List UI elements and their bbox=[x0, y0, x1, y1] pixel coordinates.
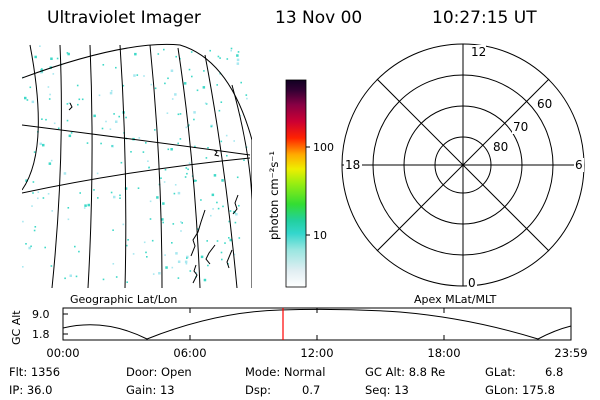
sequence-number: Seq: 13 bbox=[365, 383, 409, 397]
lat-label-70: 70 bbox=[513, 120, 528, 134]
colorbar-tick-10: 10 bbox=[313, 229, 327, 242]
dsp-label: Dsp: bbox=[245, 383, 272, 397]
x-tick-label: 06:00 bbox=[173, 346, 206, 360]
earth-limb bbox=[22, 43, 252, 288]
altitude-curve bbox=[62, 308, 572, 340]
altitude-axis-label: GC Alt bbox=[10, 310, 23, 345]
coastline bbox=[68, 102, 73, 111]
colorbar-gradient bbox=[285, 79, 307, 288]
meridian-line bbox=[22, 44, 39, 191]
polar-diagonal bbox=[376, 78, 550, 252]
gain-value: Gain: 13 bbox=[126, 383, 175, 397]
geographic-grid bbox=[22, 43, 252, 288]
lat-label-60: 60 bbox=[537, 97, 552, 111]
glon-value: GLon: 175.8 bbox=[485, 383, 555, 397]
coastline bbox=[190, 209, 206, 257]
date-label: 13 Nov 00 bbox=[275, 8, 363, 28]
meridian-line bbox=[119, 44, 127, 288]
geographic-panel-label: Geographic Lat/Lon bbox=[70, 293, 178, 306]
door-status: Door: Open bbox=[126, 365, 192, 379]
flight-number: Flt: 1356 bbox=[9, 365, 61, 379]
coastline bbox=[213, 149, 220, 157]
dsp-value: 0.7 bbox=[302, 383, 321, 397]
y-tick-label-1.8: 1.8 bbox=[32, 328, 50, 341]
ip-value: IP: 36.0 bbox=[9, 383, 53, 397]
apex-panel-label: Apex MLat/MLT bbox=[414, 293, 497, 306]
coastline bbox=[192, 264, 198, 284]
mlt-label-6: 6 bbox=[575, 158, 583, 172]
meridian-line bbox=[87, 44, 93, 288]
glat-label: GLat: bbox=[485, 365, 516, 379]
x-tick-label: 00:00 bbox=[46, 346, 79, 360]
latitude-line bbox=[22, 124, 251, 156]
mode-value: Mode: Normal bbox=[245, 365, 326, 379]
mlt-label-0: 0 bbox=[468, 276, 476, 290]
colorbar-tick-100: 100 bbox=[313, 141, 334, 154]
meridian-line bbox=[51, 44, 62, 288]
colorbar-unit-label: photon cm⁻²s⁻¹ bbox=[267, 151, 281, 240]
mlt-label-18: 18 bbox=[345, 158, 360, 172]
lat-label-80: 80 bbox=[493, 140, 508, 154]
x-tick-label: 23:59 bbox=[554, 346, 587, 360]
gc-altitude: GC Alt: 8.8 Re bbox=[365, 365, 446, 379]
x-tick-label: 12:00 bbox=[300, 346, 333, 360]
latitude-line bbox=[22, 157, 251, 194]
meridian-line bbox=[231, 84, 252, 201]
glat-value: 6.8 bbox=[545, 365, 564, 379]
meridian-line bbox=[149, 44, 163, 288]
meridian-line bbox=[204, 54, 238, 288]
x-tick-label: 18:00 bbox=[427, 346, 460, 360]
coastline bbox=[205, 244, 216, 265]
time-label: 10:27:15 UT bbox=[432, 8, 537, 28]
instrument-title: Ultraviolet Imager bbox=[47, 8, 201, 28]
coastline bbox=[232, 194, 239, 215]
meridian-line bbox=[177, 47, 201, 288]
y-tick-label-9: 9.0 bbox=[32, 308, 50, 321]
coastline bbox=[226, 249, 233, 269]
mlt-label-12: 12 bbox=[471, 45, 486, 59]
